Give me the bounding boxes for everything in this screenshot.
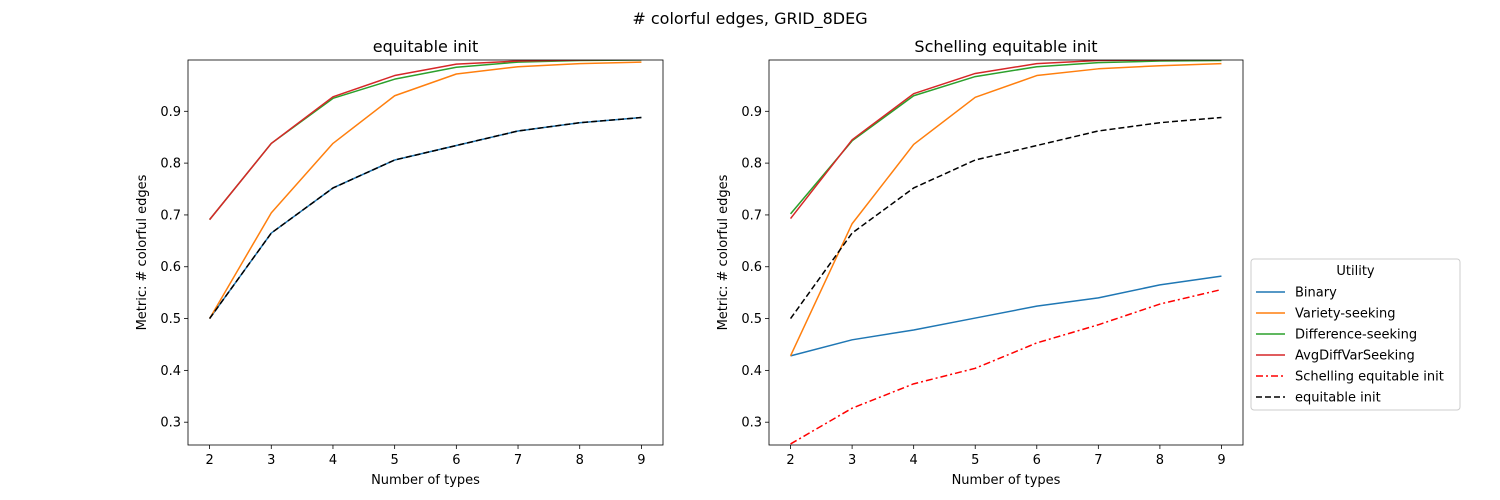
legend-title: Utility — [1336, 264, 1375, 279]
figure-title: # colorful edges, GRID_8DEG — [632, 9, 867, 29]
series-line-schelling-equitable-init — [790, 288, 1222, 445]
y-tick-label: 0.6 — [160, 260, 181, 275]
x-tick-label: 7 — [1094, 453, 1102, 468]
x-tick-label: 5 — [971, 453, 979, 468]
series-line-binary — [208, 116, 642, 320]
series-line-variety-seeking — [208, 61, 642, 319]
series-line-difference-seeking — [209, 60, 642, 221]
legend: Utility Binary Variety-seeking Difference-s… — [1250, 258, 1461, 411]
y-tick-label: 0.6 — [741, 260, 762, 275]
legend-label-schelling-equitable-init: Schelling equitable init — [1295, 370, 1444, 385]
y-tick-label: 0.9 — [741, 105, 762, 120]
y-tick-label: 0.4 — [741, 364, 762, 379]
y-tick-label: 0.3 — [741, 416, 762, 431]
x-axis-label: Number of types — [371, 473, 480, 488]
x-tick-label: 2 — [786, 453, 794, 468]
series-line-equitable-init — [789, 116, 1222, 320]
x-tick-label: 8 — [1156, 453, 1164, 468]
legend-box — [1250, 258, 1461, 411]
x-tick-label: 3 — [267, 453, 275, 468]
plot-area — [208, 60, 642, 320]
x-tick-label: 6 — [1033, 453, 1041, 468]
y-tick-label: 0.4 — [160, 364, 181, 379]
y-tick-label: 0.3 — [160, 416, 181, 431]
x-tick-label: 4 — [910, 453, 918, 468]
legend-label-binary: Binary — [1295, 286, 1337, 301]
x-tick-label: 9 — [637, 453, 645, 468]
series-line-equitable-init — [208, 116, 642, 320]
y-tick-label: 0.7 — [160, 208, 181, 223]
series-line-difference-seeking — [789, 60, 1222, 215]
x-tick-label: 7 — [514, 453, 522, 468]
y-tick-label: 0.5 — [741, 312, 762, 327]
y-tick-label: 0.8 — [741, 157, 762, 172]
y-axis-label: Metric: # colorful edges — [716, 174, 731, 330]
x-tick-label: 5 — [391, 453, 399, 468]
y-axis-label: Metric: # colorful edges — [135, 174, 150, 330]
x-tick-label: 6 — [452, 453, 460, 468]
chart-panel-1: equitable init 2 3 4 5 6 7 8 9 0.3 0.4 0.5 0.6 0.7 0.8… — [135, 37, 664, 488]
chart-title: Schelling equitable init — [914, 37, 1097, 56]
legend-label-equitable-init: equitable init — [1295, 391, 1381, 406]
chart-panel-2: Schelling equitable init 2 3 4 5 6 7 8 9 0.3 0.4 0.… — [716, 37, 1244, 488]
y-tick-label: 0.5 — [160, 312, 181, 327]
x-tick-label: 8 — [576, 453, 584, 468]
y-tick-label: 0.7 — [741, 208, 762, 223]
chart-title: equitable init — [373, 37, 479, 56]
x-axis-label: Number of types — [952, 473, 1061, 488]
series-line-avgdiffvarseeking — [209, 60, 642, 221]
x-tick-label: 3 — [848, 453, 856, 468]
legend-label-difference-seeking: Difference-seeking — [1295, 328, 1417, 343]
y-tick-label: 0.9 — [160, 105, 181, 120]
legend-label-avgdiffvarseeking: AvgDiffVarSeeking — [1295, 349, 1415, 364]
axes-frame — [187, 59, 664, 446]
plot-area — [789, 60, 1222, 445]
x-tick-label: 2 — [205, 453, 213, 468]
x-tick-label: 9 — [1217, 453, 1225, 468]
x-tick-label: 4 — [329, 453, 337, 468]
series-line-variety-seeking — [789, 62, 1222, 357]
series-line-binary — [790, 275, 1222, 357]
axes-frame — [768, 59, 1244, 446]
y-tick-label: 0.8 — [160, 157, 181, 172]
legend-label-variety-seeking: Variety-seeking — [1295, 307, 1395, 322]
